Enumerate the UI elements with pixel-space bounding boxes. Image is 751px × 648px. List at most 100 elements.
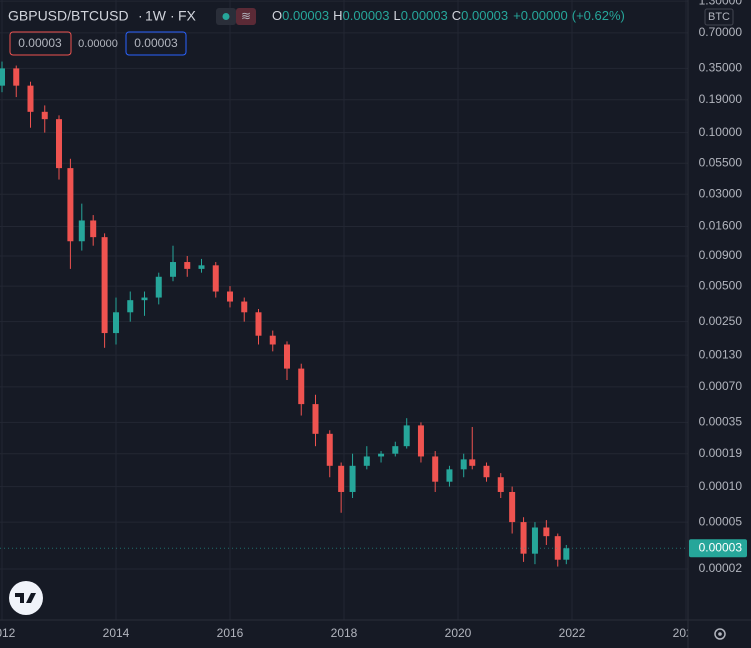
candle-body bbox=[446, 469, 453, 482]
input-box[interactable] bbox=[125, 31, 187, 56]
x-tick-label: 2016 bbox=[217, 626, 244, 640]
candle-body bbox=[326, 433, 333, 466]
ohlc-value: 0.00003 bbox=[401, 8, 448, 23]
candle-body bbox=[403, 425, 410, 447]
gear-center bbox=[718, 632, 722, 636]
candle-body bbox=[392, 446, 399, 454]
candle-body bbox=[155, 276, 162, 298]
ohlc-value: 0.00003 bbox=[461, 8, 508, 23]
y-tick-label: 1.30000 bbox=[699, 0, 743, 7]
candle-body bbox=[198, 265, 205, 269]
candle-body bbox=[27, 85, 34, 112]
y-tick-label: 0.00035 bbox=[699, 415, 743, 429]
candle-body bbox=[41, 111, 48, 120]
y-tick-label: 0.00010 bbox=[699, 479, 743, 493]
candle-body bbox=[432, 456, 439, 482]
y-tick-label: 0.00130 bbox=[699, 347, 743, 361]
candle-body bbox=[460, 459, 467, 470]
candle-body bbox=[312, 404, 319, 434]
candle-body bbox=[0, 68, 5, 86]
x-tick-label: 2018 bbox=[331, 626, 358, 640]
candle-body bbox=[417, 425, 424, 457]
toggle-icon: ≋ bbox=[241, 9, 251, 23]
candle-body bbox=[55, 119, 62, 169]
ohlc-label: C bbox=[452, 8, 461, 23]
candle-body bbox=[67, 168, 74, 242]
candle-body bbox=[255, 312, 262, 336]
candle-body bbox=[101, 237, 108, 334]
y-tick-label: 0.19000 bbox=[699, 92, 743, 106]
candle-body bbox=[363, 456, 370, 466]
last-price: 0.00003 bbox=[699, 540, 743, 554]
candle-body bbox=[469, 459, 476, 466]
toggle-dot bbox=[222, 13, 230, 20]
y-tick-label: 0.03000 bbox=[699, 186, 743, 200]
input-box[interactable] bbox=[9, 31, 72, 56]
candle-body bbox=[563, 548, 570, 560]
interval[interactable]: 1W bbox=[145, 8, 167, 24]
change: +0.00000 bbox=[513, 8, 568, 23]
candle-body bbox=[241, 301, 248, 313]
candle-body bbox=[13, 68, 20, 86]
x-tick-label: 2014 bbox=[103, 626, 130, 640]
x-tick-label: 2022 bbox=[559, 626, 586, 640]
candle-body bbox=[141, 297, 148, 301]
candle-body bbox=[298, 368, 305, 405]
ohlc-label: H bbox=[333, 8, 342, 23]
y-tick-label: 0.00019 bbox=[699, 446, 743, 460]
ohlc-value: 0.00003 bbox=[343, 8, 390, 23]
y-tick-label: 0.00070 bbox=[699, 379, 743, 393]
candle-body bbox=[269, 335, 276, 345]
ohlc-label: L bbox=[394, 8, 401, 23]
x-tick-label: 2024 bbox=[673, 626, 700, 640]
symbol[interactable]: GBPUSD/BTCUSD bbox=[8, 8, 129, 24]
y-tick-label: 0.05500 bbox=[699, 155, 743, 169]
y-tick-label: 0.01600 bbox=[699, 219, 743, 233]
input-value: 0.00003 bbox=[18, 36, 62, 50]
toggle[interactable] bbox=[236, 8, 256, 25]
y-tick-label: 0.10000 bbox=[699, 125, 743, 139]
candle-body bbox=[520, 522, 527, 554]
y-tick-label: 0.35000 bbox=[699, 61, 743, 75]
last-price-box bbox=[689, 539, 747, 558]
exchange: FX bbox=[178, 8, 197, 24]
y-tick-label: 0.00500 bbox=[699, 278, 743, 292]
y-tick-label: 0.70000 bbox=[699, 25, 743, 39]
candle-body bbox=[349, 465, 356, 492]
logo-bg bbox=[9, 581, 43, 615]
input-value: 0.00000 bbox=[78, 38, 118, 50]
y-tick-label: 0.00005 bbox=[699, 514, 743, 528]
x-tick-label: 2020 bbox=[445, 626, 472, 640]
x-tick-label: 2012 bbox=[0, 626, 16, 640]
ohlc: O0.00003 H0.00003 L0.00003 C0.00003 +0.00000… bbox=[272, 8, 625, 23]
candle-body bbox=[78, 220, 85, 242]
candle-body bbox=[497, 477, 504, 492]
candle-body bbox=[212, 265, 219, 292]
currency: BTC bbox=[708, 11, 730, 23]
candle-body bbox=[127, 300, 134, 313]
candle-body bbox=[531, 527, 538, 554]
separator: · bbox=[170, 8, 175, 24]
candle-body bbox=[169, 262, 176, 277]
logo-mark bbox=[15, 593, 36, 603]
candle-body bbox=[90, 220, 97, 238]
change-percent: (+0.62%) bbox=[572, 8, 625, 23]
candle-body bbox=[283, 344, 290, 369]
y-tick-label: 0.00002 bbox=[699, 561, 743, 575]
y-tick-label: 0.00900 bbox=[699, 248, 743, 262]
gear bbox=[714, 628, 726, 640]
candle-body bbox=[338, 465, 345, 492]
ohlc-value: 0.00003 bbox=[282, 8, 329, 23]
currency-box[interactable] bbox=[704, 8, 734, 26]
candle-body bbox=[378, 453, 385, 457]
candle-body bbox=[184, 262, 191, 269]
candle-body bbox=[226, 291, 233, 302]
candle-body bbox=[112, 312, 119, 334]
candle-body bbox=[554, 536, 561, 560]
ohlc-label: O bbox=[272, 8, 282, 23]
settings[interactable] bbox=[714, 628, 726, 640]
logo[interactable] bbox=[9, 581, 43, 615]
y-tick-label: 0.00250 bbox=[699, 314, 743, 328]
